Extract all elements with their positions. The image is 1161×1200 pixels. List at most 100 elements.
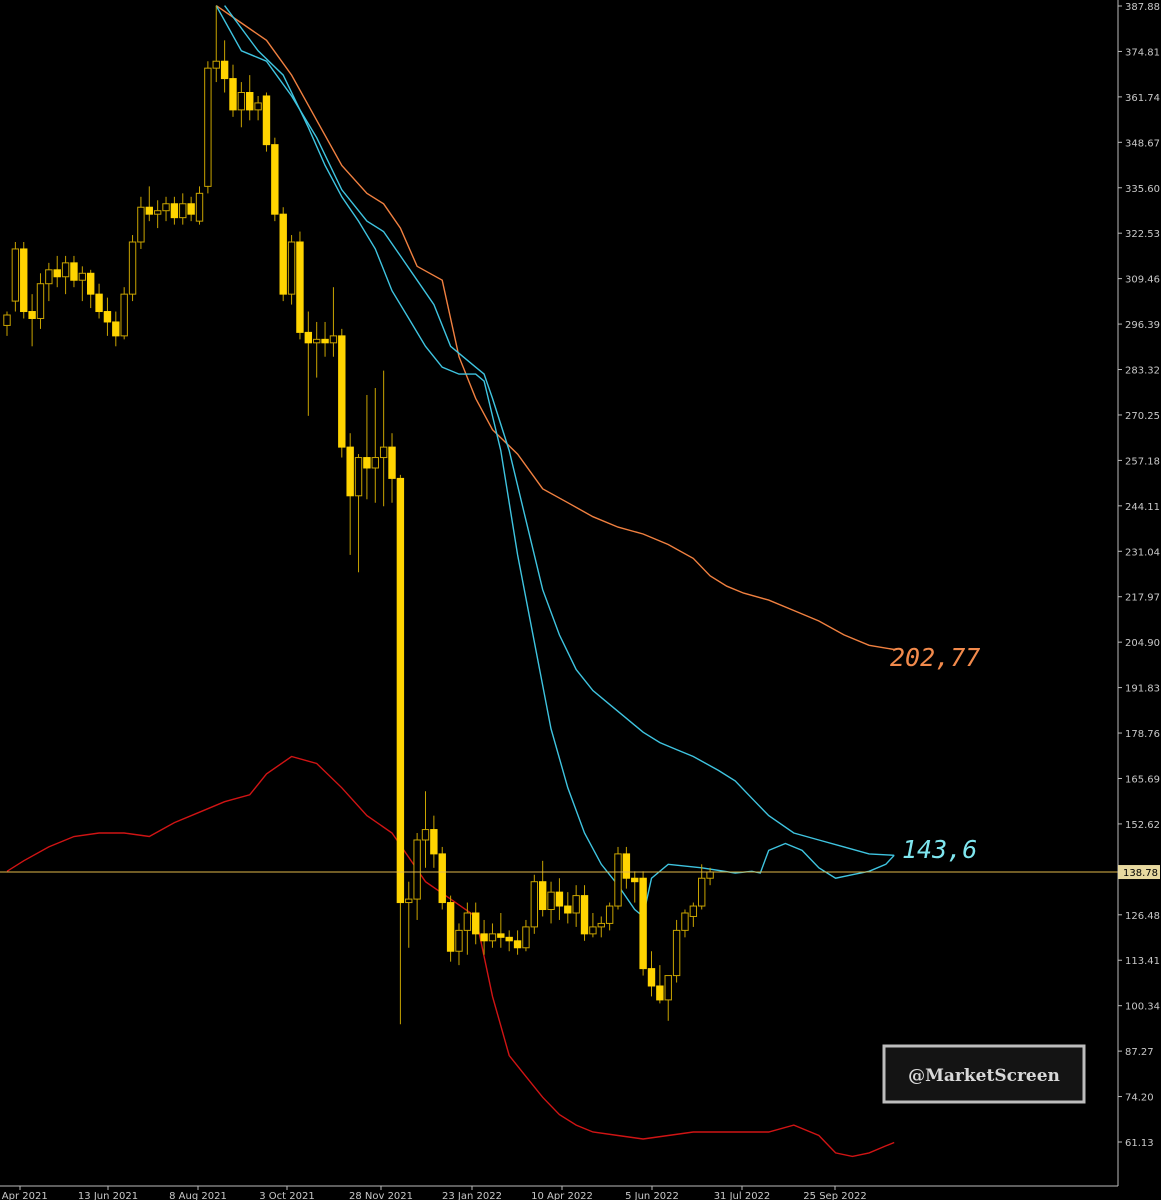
series-line-orange xyxy=(215,5,895,651)
y-tick-label: 270.25 xyxy=(1125,411,1160,422)
current-price-label: 138.78 xyxy=(1123,868,1158,879)
candle xyxy=(405,881,413,948)
candle xyxy=(338,328,346,458)
candle-body xyxy=(304,331,313,344)
candle xyxy=(128,235,137,302)
x-tick-label: 31 Jul 2022 xyxy=(714,1191,771,1200)
candle-body xyxy=(204,67,212,187)
y-tick-label: 191.83 xyxy=(1125,684,1160,695)
x-tick-label: 3 Oct 2021 xyxy=(259,1191,314,1200)
candle xyxy=(480,919,488,955)
candle xyxy=(379,370,388,507)
candle-body xyxy=(631,877,639,883)
candle-body xyxy=(396,477,405,904)
watermark-text: @MarketScreen xyxy=(908,1066,1060,1086)
candle xyxy=(246,75,254,121)
candle xyxy=(204,61,212,194)
series-line-red xyxy=(6,755,895,1158)
candle xyxy=(455,923,463,966)
candle xyxy=(61,255,70,295)
candle xyxy=(153,200,162,229)
y-tick-label: 322.53 xyxy=(1125,229,1160,240)
candle-body xyxy=(472,912,480,935)
candle-body xyxy=(647,968,656,987)
candle xyxy=(605,902,614,931)
candle-body xyxy=(179,203,187,219)
candle xyxy=(229,64,237,117)
candle xyxy=(220,40,229,93)
candle xyxy=(70,255,78,288)
candle xyxy=(78,266,87,302)
y-tick-label: 217.97 xyxy=(1125,593,1160,604)
candle-body xyxy=(656,985,664,1001)
candle xyxy=(53,255,61,288)
x-tick-label: 5 Jun 2022 xyxy=(625,1191,679,1200)
candle xyxy=(237,82,246,128)
candle-body xyxy=(580,895,589,935)
candle-body xyxy=(153,210,162,215)
candle xyxy=(145,186,153,222)
candle-body xyxy=(564,905,572,914)
series-line-cyan-fast xyxy=(224,5,895,918)
x-tick-label: 4 Apr 2021 xyxy=(0,1191,48,1200)
candle xyxy=(296,231,304,340)
annotation-cyan-value: 143,6 xyxy=(902,835,977,864)
candle xyxy=(463,902,472,955)
candle-body xyxy=(664,975,672,1001)
candle-body xyxy=(170,203,179,219)
y-tick-label: 165.69 xyxy=(1125,774,1160,785)
candle-body xyxy=(329,335,338,344)
y-tick-label: 204.90 xyxy=(1125,638,1160,649)
candle xyxy=(656,965,664,1004)
candle xyxy=(346,433,354,555)
candle xyxy=(672,919,681,983)
candle-body xyxy=(212,60,220,69)
candle xyxy=(631,871,639,903)
candle xyxy=(522,919,530,952)
candle xyxy=(321,321,329,357)
candle xyxy=(446,895,455,962)
y-tick-label: 296.39 xyxy=(1125,320,1160,331)
x-tick-label: 25 Sep 2022 xyxy=(803,1191,866,1200)
candle-body xyxy=(287,241,296,295)
candle-body xyxy=(388,446,396,479)
candle xyxy=(312,321,321,378)
annotation-orange-value: 202,77 xyxy=(890,643,980,672)
candle-body xyxy=(363,457,371,469)
candle-body xyxy=(430,829,438,855)
candle-body xyxy=(698,877,706,907)
candle xyxy=(564,892,572,924)
candle xyxy=(580,885,589,941)
candle xyxy=(95,283,103,319)
candle-body xyxy=(371,457,379,469)
candle xyxy=(137,196,145,249)
candle-body xyxy=(70,262,78,281)
y-tick-label: 374.81 xyxy=(1125,47,1160,58)
candle xyxy=(195,186,204,225)
candle-body xyxy=(78,272,87,281)
candle-body xyxy=(413,839,421,900)
candle-body xyxy=(672,929,681,977)
candle xyxy=(555,878,564,920)
candle xyxy=(162,196,170,222)
candle xyxy=(170,196,179,225)
candle xyxy=(87,269,95,309)
y-tick-label: 113.41 xyxy=(1125,956,1160,967)
candle-body xyxy=(706,871,714,879)
candle-body xyxy=(547,891,555,911)
candle xyxy=(622,846,631,889)
candle xyxy=(103,297,112,336)
y-tick-label: 152.62 xyxy=(1125,820,1160,831)
candle-body xyxy=(555,891,564,907)
current-price-tag: 138.78 xyxy=(1118,865,1160,880)
series-line-cyan xyxy=(215,5,895,856)
candle-body xyxy=(538,881,547,911)
candle xyxy=(639,871,647,976)
x-tick-label: 23 Jan 2022 xyxy=(442,1191,502,1200)
candle xyxy=(279,207,287,302)
candle xyxy=(254,95,262,121)
candle xyxy=(614,846,622,910)
candle-body xyxy=(605,905,614,924)
candle-body xyxy=(36,283,45,319)
